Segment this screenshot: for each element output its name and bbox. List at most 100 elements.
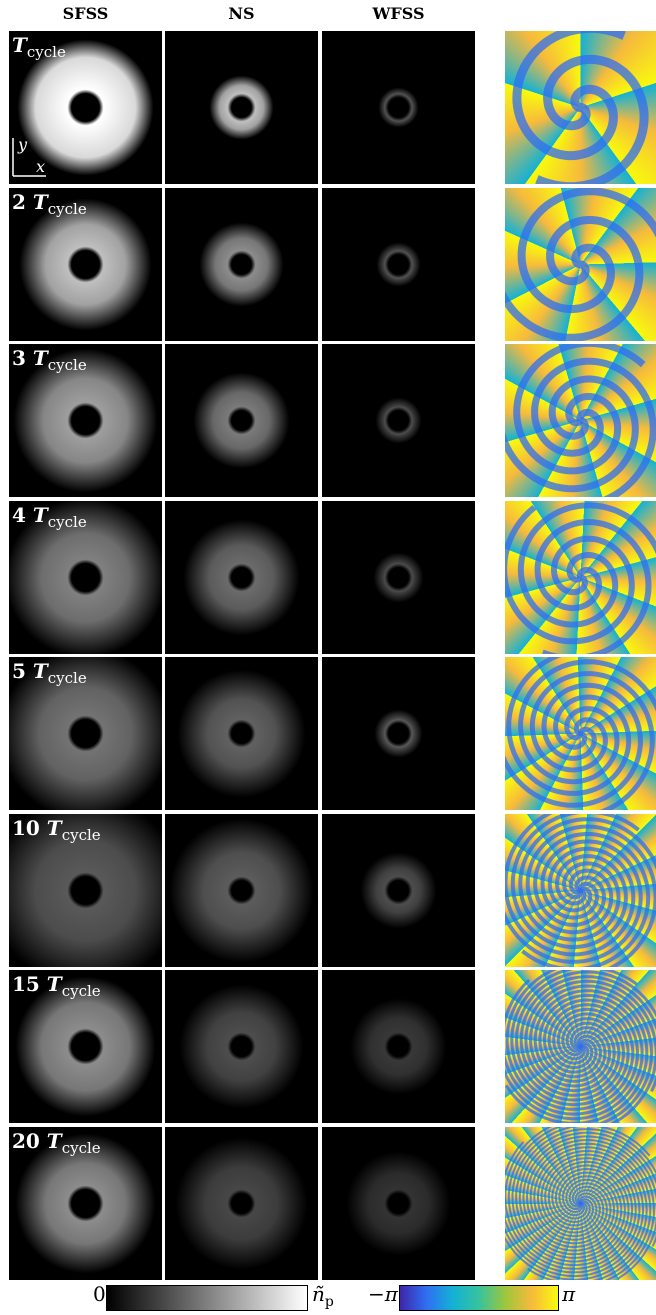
density-panel: 3 Tcycle xyxy=(9,344,162,497)
spiral-arm xyxy=(505,375,639,493)
phase-spiral xyxy=(505,814,656,967)
spiral-arm xyxy=(511,1127,651,1263)
colorbar-phase-min: −π xyxy=(368,1282,398,1306)
row-label-multiplier: 2 xyxy=(12,190,33,214)
spiral-arm xyxy=(527,1142,652,1280)
density-panel: Tcycle xyxy=(9,31,162,184)
row-label-subscript: cycle xyxy=(61,982,101,1000)
row-label-multiplier: 15 xyxy=(12,972,47,996)
density-panel: 2 Tcycle xyxy=(9,188,162,341)
row-label-subscript: cycle xyxy=(61,826,101,844)
colorbar-density-min: 0 xyxy=(93,1282,106,1306)
density-panel xyxy=(322,970,475,1123)
density-panel xyxy=(165,31,318,184)
row-label: 2 Tcycle xyxy=(12,190,87,218)
row-label-symbol: T xyxy=(46,972,62,996)
phase-spiral xyxy=(512,31,649,184)
phase-panel xyxy=(505,501,656,654)
phase-panel xyxy=(505,188,656,341)
density-panel xyxy=(165,970,318,1123)
row-label-subscript: cycle xyxy=(47,200,87,218)
row-label: Tcycle xyxy=(12,33,66,61)
density-panel xyxy=(165,501,318,654)
spiral-arm xyxy=(512,31,626,161)
density-panel: 10 Tcycle xyxy=(9,814,162,967)
row-label-subscript: cycle xyxy=(47,669,87,687)
row-label-multiplier: 3 xyxy=(12,346,33,370)
density-panel xyxy=(322,657,475,810)
spiral-arm xyxy=(506,657,632,796)
phase-panel xyxy=(505,814,656,967)
spiral-arm xyxy=(517,502,656,628)
row-label: 15 Tcycle xyxy=(12,972,101,1000)
spiral-arm xyxy=(531,357,656,497)
spiral-arm xyxy=(505,682,643,808)
spiral-arm xyxy=(528,984,654,1123)
row-label: 5 Tcycle xyxy=(12,659,87,687)
row-label-symbol: T xyxy=(46,1129,62,1153)
spiral-arm xyxy=(517,188,656,314)
row-label: 10 Tcycle xyxy=(12,816,101,844)
phase-panel xyxy=(505,1127,656,1280)
spiral-arm xyxy=(505,1149,645,1278)
phase-spiral xyxy=(505,657,656,810)
row-label-multiplier: 20 xyxy=(12,1129,47,1153)
column-header-wfss: WFSS xyxy=(372,4,425,23)
spiral-arm xyxy=(505,839,643,964)
spiral-arm xyxy=(507,1127,634,1267)
spiral-arm xyxy=(535,54,649,184)
density-panel xyxy=(165,188,318,341)
spiral-arm xyxy=(505,504,635,645)
spiral-arm xyxy=(505,993,644,1121)
row-label-subscript: cycle xyxy=(47,356,87,374)
row-label: 3 Tcycle xyxy=(12,346,87,374)
colorbar-density xyxy=(106,1285,308,1311)
column-header-sfss: SFSS xyxy=(62,4,109,23)
density-panel: 20 Tcycle xyxy=(9,1127,162,1280)
spiral-arm xyxy=(505,215,644,341)
spiral-arm xyxy=(510,970,638,1107)
spiral-arm xyxy=(529,671,655,810)
density-panel: 15 Tcycle xyxy=(9,970,162,1123)
density-panel xyxy=(322,188,475,341)
row-label-symbol: T xyxy=(32,346,48,370)
density-panel: 5 Tcycle xyxy=(9,657,162,810)
phase-spiral xyxy=(505,344,656,497)
axis-label-x: x xyxy=(36,157,45,176)
row-label-subscript: cycle xyxy=(26,43,66,61)
spiral-arm xyxy=(525,1138,655,1280)
axis-label-y: y xyxy=(17,135,28,154)
density-panel xyxy=(322,1127,475,1280)
phase-panel xyxy=(505,970,656,1123)
colorbar-phase-max: π xyxy=(562,1282,576,1306)
density-panel xyxy=(322,344,475,497)
colorbar-phase xyxy=(399,1285,559,1311)
spiral-arm xyxy=(505,814,636,957)
row-label-subscript: cycle xyxy=(47,513,87,531)
colorbar-density-max-sub: p xyxy=(324,1294,334,1310)
spiral-arm xyxy=(505,978,640,1116)
density-panel xyxy=(322,501,475,654)
row-label-symbol: T xyxy=(32,503,48,527)
spiral-arm xyxy=(510,814,640,949)
row-label-multiplier: 4 xyxy=(12,503,33,527)
density-panel xyxy=(165,814,318,967)
spiral-arm xyxy=(514,970,656,1102)
spiral-arm xyxy=(505,1127,637,1270)
phase-panel xyxy=(505,657,656,810)
spiral-arm xyxy=(515,1128,656,1259)
colorbar-density-max-symbol: ñ xyxy=(312,1282,325,1306)
phase-spiral xyxy=(505,1127,656,1280)
row-label-symbol: T xyxy=(32,190,48,214)
spiral-arm xyxy=(522,1135,656,1280)
spiral-arm xyxy=(524,979,656,1123)
density-panel xyxy=(322,31,475,184)
axes-indicator: y x xyxy=(12,135,46,177)
density-panel xyxy=(165,657,318,810)
row-label-symbol: T xyxy=(46,816,62,840)
spiral-arm xyxy=(513,344,646,475)
phase-spiral xyxy=(505,502,656,654)
spiral-arm xyxy=(525,824,656,967)
row-label-multiplier: 10 xyxy=(12,816,47,840)
phase-panel xyxy=(505,31,656,184)
